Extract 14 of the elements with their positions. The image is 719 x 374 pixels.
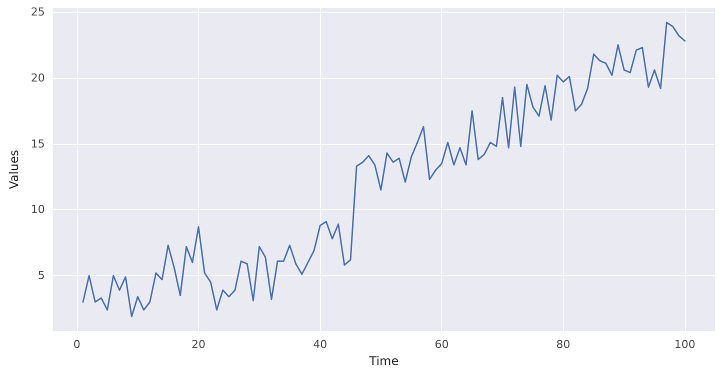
x-tick-label: 0	[73, 338, 80, 351]
x-axis-title: Time	[368, 354, 399, 368]
y-tick-label: 25	[30, 5, 45, 18]
y-tick-label: 5	[38, 269, 45, 282]
y-axis-title: Values	[7, 150, 21, 190]
x-tick-label: 40	[313, 338, 328, 351]
y-tick-label: 10	[30, 203, 45, 216]
x-tick-label: 80	[556, 338, 570, 351]
x-tick-label: 60	[434, 338, 449, 351]
x-tick-label: 100	[674, 338, 696, 351]
line-series	[82, 22, 686, 318]
y-tick-label: 15	[30, 137, 45, 150]
y-tick-label: 20	[30, 71, 45, 84]
x-tick-label: 20	[192, 338, 206, 351]
